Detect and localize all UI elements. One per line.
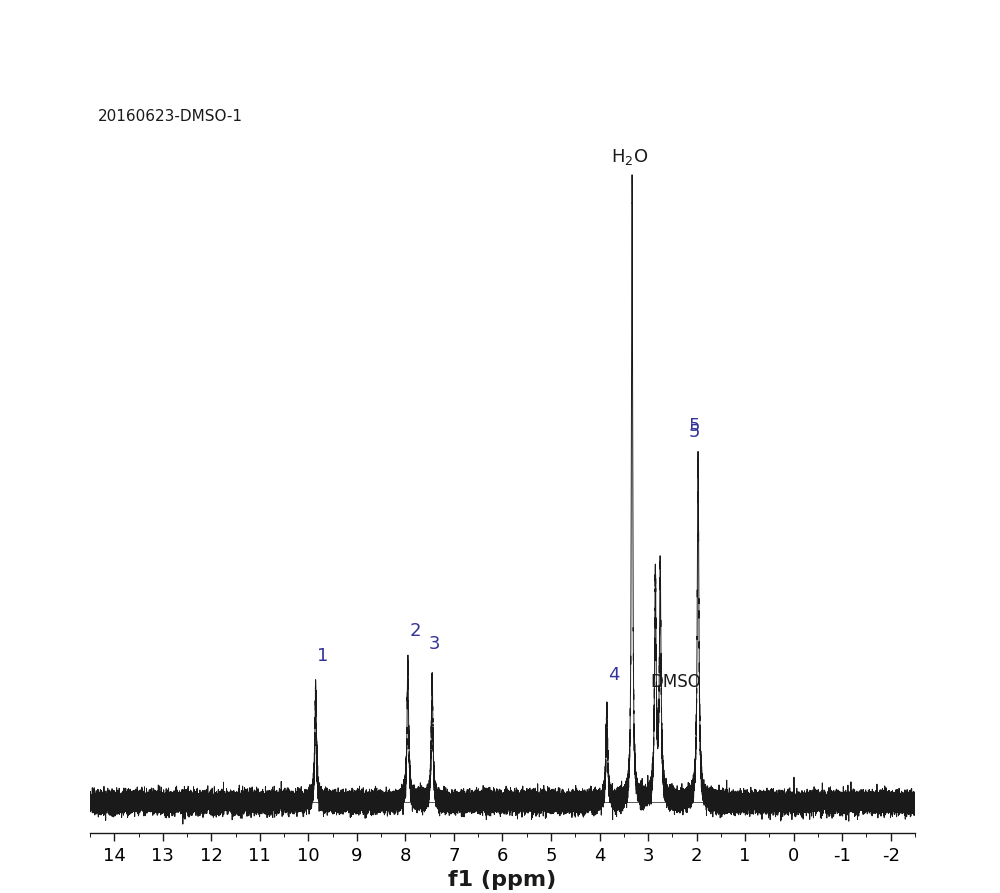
- Text: H$_2$O: H$_2$O: [611, 147, 648, 167]
- Text: 4: 4: [608, 666, 620, 684]
- Text: 2: 2: [409, 622, 421, 640]
- X-axis label: f1 (ppm): f1 (ppm): [448, 870, 557, 890]
- Text: 20160623-DMSO-1: 20160623-DMSO-1: [98, 109, 243, 124]
- Text: 1: 1: [317, 647, 329, 665]
- Text: DMSO: DMSO: [651, 673, 701, 691]
- Text: 3: 3: [429, 635, 440, 653]
- Text: 5: 5: [688, 423, 700, 441]
- Text: 5: 5: [688, 417, 700, 435]
